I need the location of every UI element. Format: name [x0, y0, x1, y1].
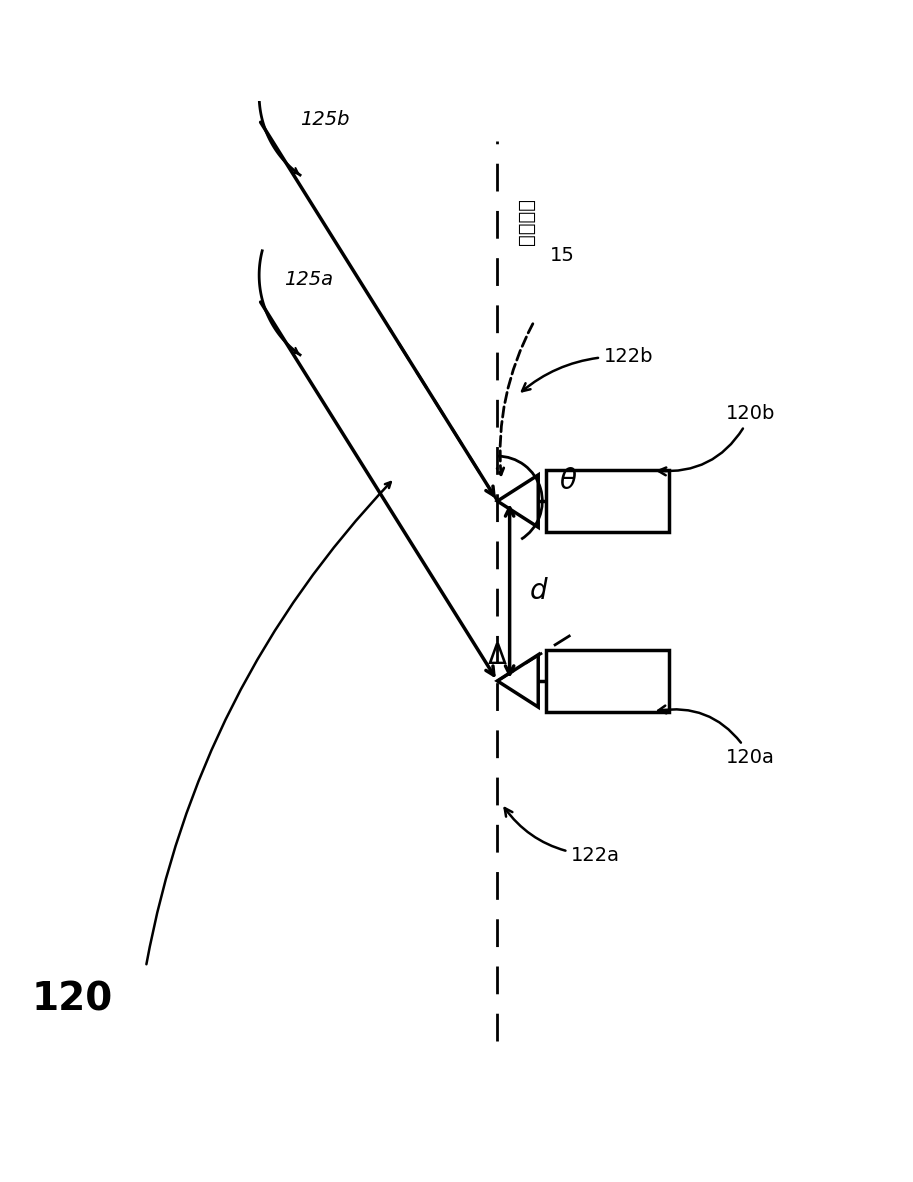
Text: d: d [530, 577, 547, 605]
Text: 120b: 120b [658, 404, 776, 475]
Text: 15: 15 [551, 246, 575, 266]
Text: 125b: 125b [300, 110, 350, 129]
Text: Δ: Δ [488, 642, 507, 670]
Text: 122b: 122b [522, 348, 653, 391]
Text: 120: 120 [32, 981, 113, 1019]
Bar [546, 650, 669, 712]
Text: 125a: 125a [284, 269, 332, 288]
Text: 天线平面: 天线平面 [517, 200, 536, 247]
Text: 120a: 120a [658, 706, 775, 767]
Text: θ: θ [560, 467, 577, 495]
Text: 122a: 122a [505, 808, 620, 865]
Bar [546, 470, 669, 532]
